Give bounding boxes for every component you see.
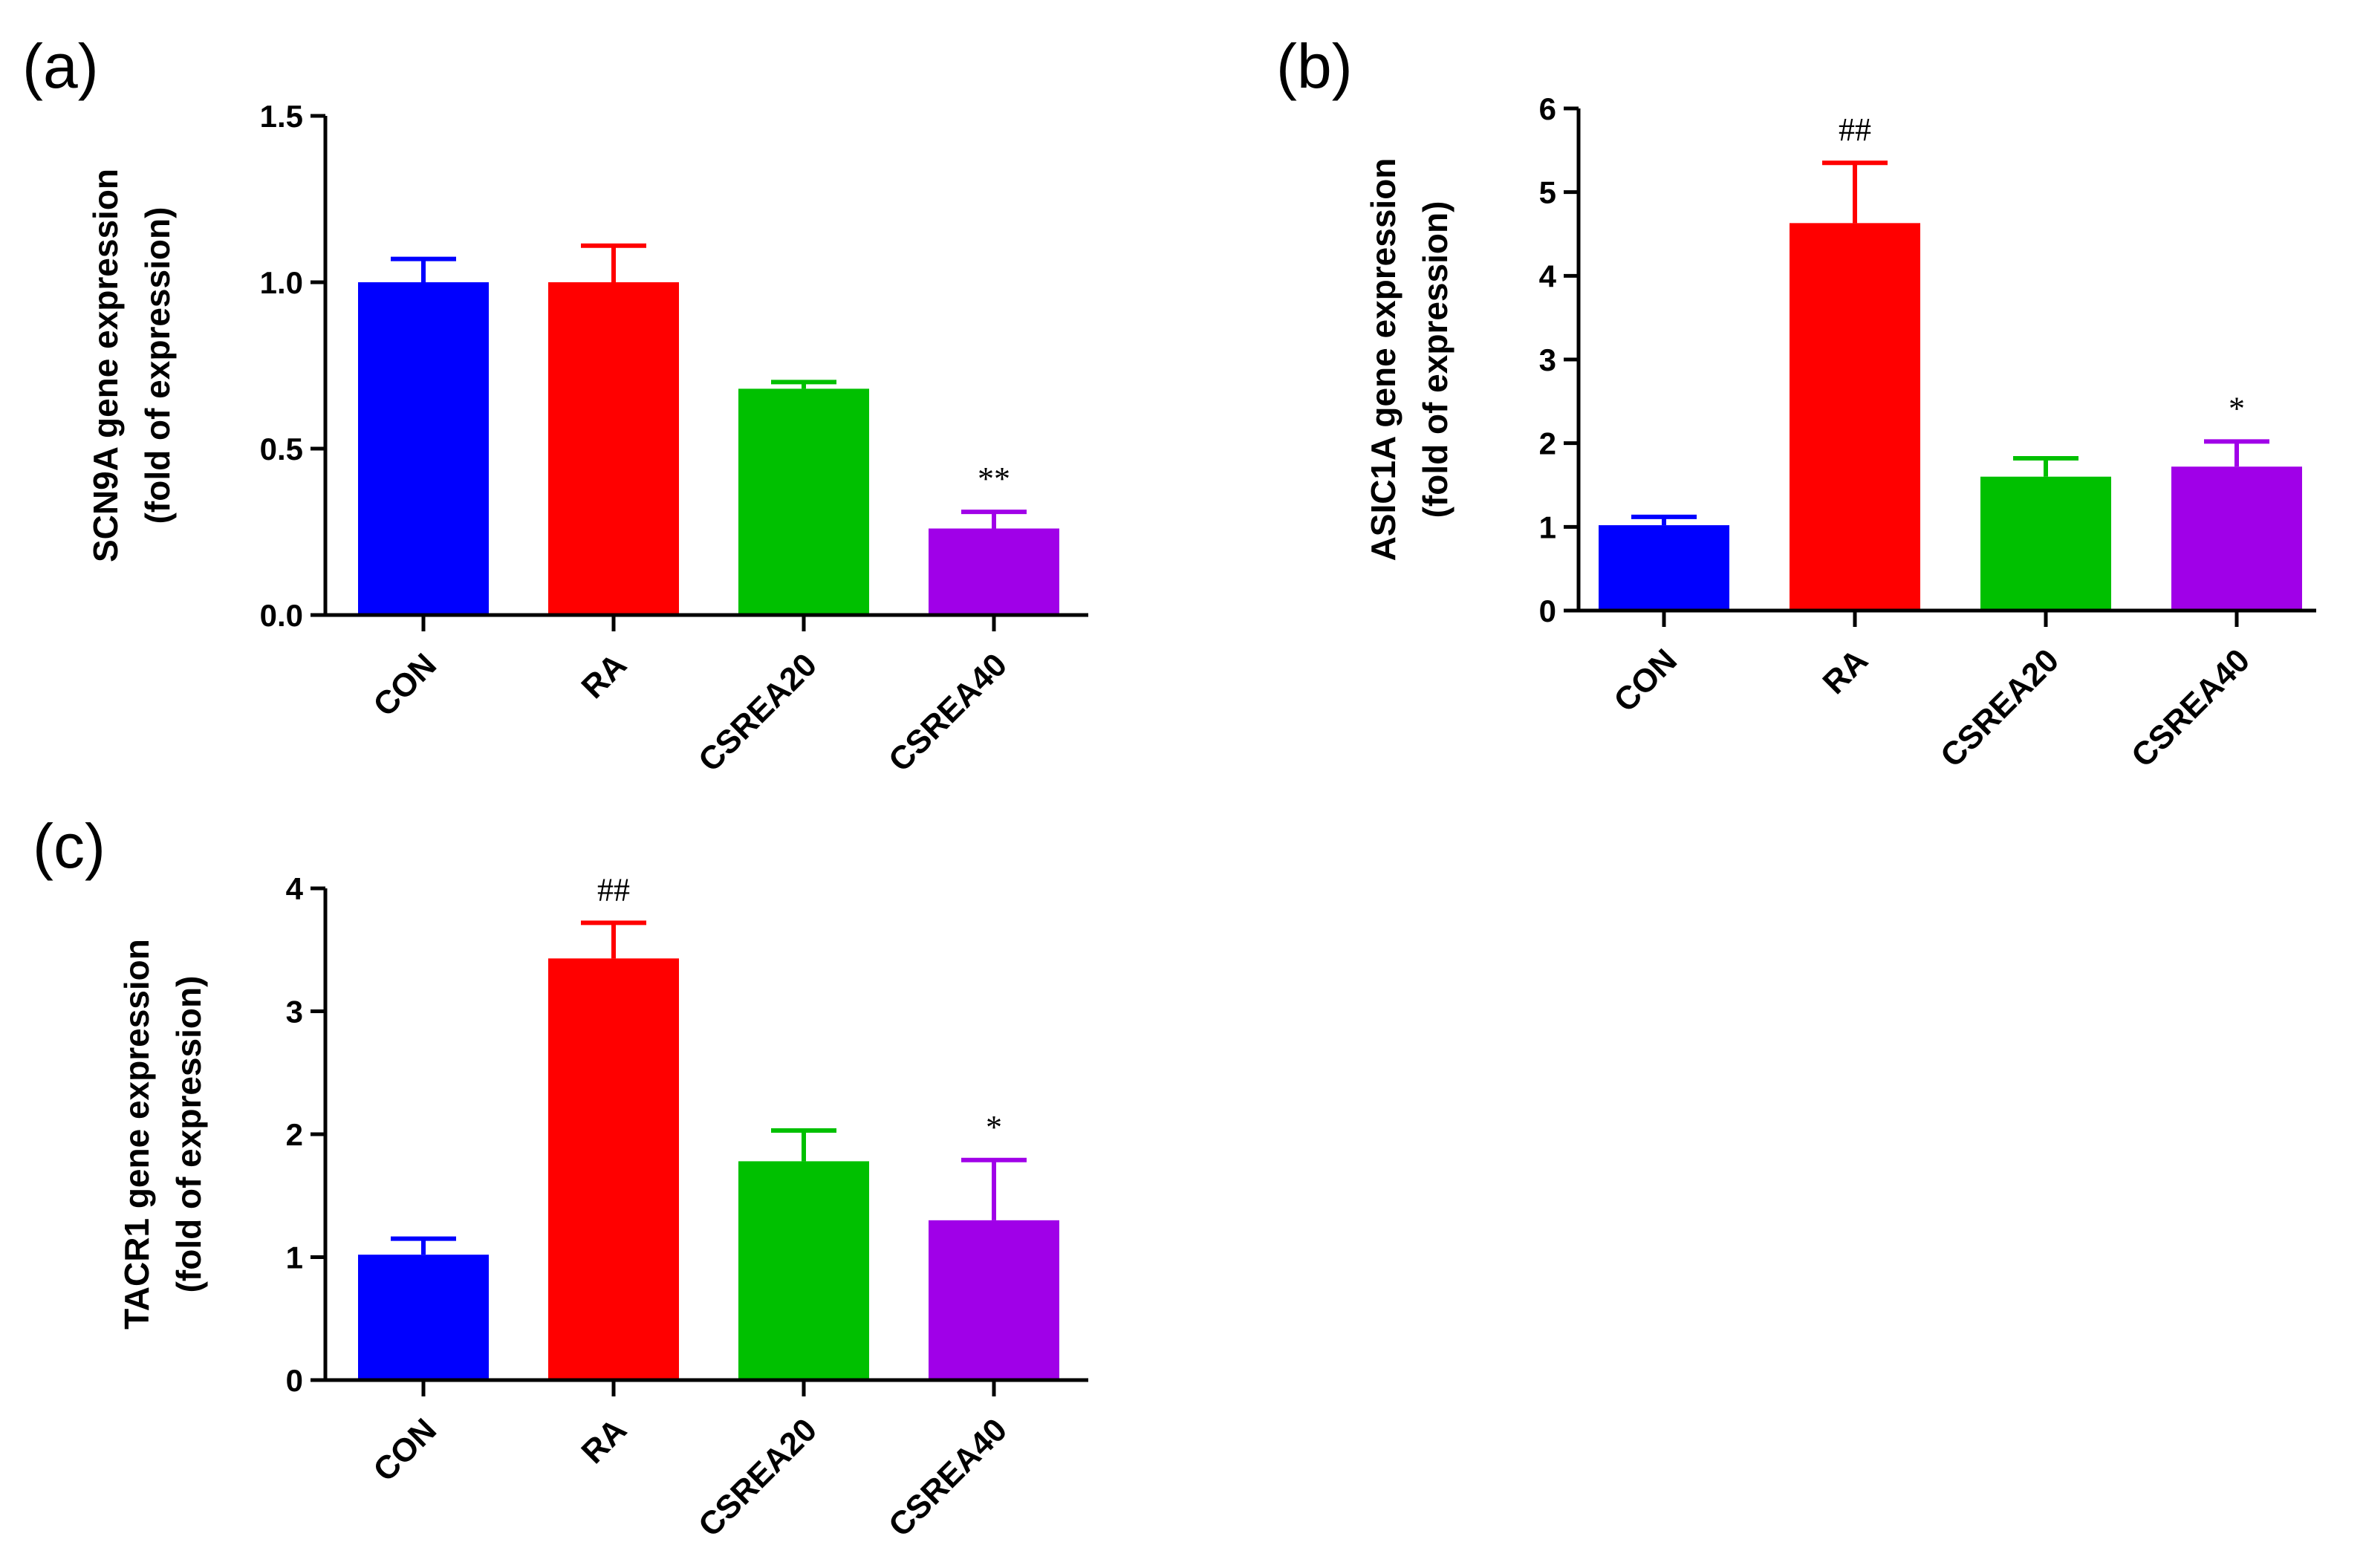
panel-label: (b) xyxy=(1276,31,1353,101)
y-tick-label: 1.0 xyxy=(260,265,303,300)
significance-marker: * xyxy=(2229,390,2245,426)
bar-ra xyxy=(548,958,679,1380)
significance-marker: ** xyxy=(978,461,1010,497)
y-tick-label: 3 xyxy=(1539,342,1556,377)
chart-panel-2: (b) ASIC1A gene expression (fold of expres… xyxy=(1276,31,2316,775)
bar-csrea40 xyxy=(929,528,1059,615)
y-tick-label: 1 xyxy=(1539,510,1556,544)
y-tick-label: 4 xyxy=(1539,258,1557,293)
bar-csrea20 xyxy=(738,388,869,615)
bar-con xyxy=(358,1255,489,1380)
y-axis-label: ASIC1A gene expression xyxy=(1364,158,1402,562)
bar-con xyxy=(358,282,489,615)
x-tick-label: RA xyxy=(574,1411,634,1471)
x-tick-label: CSREA40 xyxy=(882,1411,1014,1543)
x-tick-label: RA xyxy=(574,646,634,706)
bar-ra xyxy=(548,282,679,615)
y-tick-label: 3 xyxy=(286,995,303,1029)
x-tick-label: CON xyxy=(366,1411,443,1489)
x-tick-label: CSREA20 xyxy=(1934,642,2066,774)
y-axis-label: TACR1 gene expression xyxy=(117,939,156,1330)
x-tick-label: CSREA20 xyxy=(692,1411,824,1543)
bar-csrea40 xyxy=(929,1220,1059,1380)
y-axis-label-unit: (fold of expression) xyxy=(138,207,177,524)
bar-con xyxy=(1599,525,1729,611)
y-tick-label: 0.0 xyxy=(260,598,303,633)
y-tick-label: 2 xyxy=(1539,426,1556,461)
bar-ra xyxy=(1790,223,1920,611)
y-tick-label: 1.5 xyxy=(260,99,303,134)
x-tick-label: RA xyxy=(1816,642,1875,701)
panel-label: (a) xyxy=(22,31,99,101)
x-tick-label: CSREA40 xyxy=(882,646,1014,778)
y-tick-label: 0 xyxy=(286,1363,303,1398)
significance-marker: * xyxy=(986,1109,1002,1145)
x-tick-label: CSREA40 xyxy=(2125,642,2257,774)
bar-csrea40 xyxy=(2171,466,2302,611)
x-tick-label: CON xyxy=(366,646,443,723)
significance-marker: ## xyxy=(597,871,630,908)
chart-panel-1: (a) SCN9A gene expression (fold of express… xyxy=(22,31,1088,779)
x-tick-label: CON xyxy=(1607,642,1684,719)
y-tick-label: 6 xyxy=(1539,91,1556,126)
y-tick-label: 5 xyxy=(1539,175,1556,210)
y-tick-label: 0 xyxy=(1539,593,1556,628)
y-axis-label-unit: (fold of expression) xyxy=(169,976,208,1293)
y-tick-label: 0.5 xyxy=(260,432,303,466)
chart-panel-3: (c) TACR1 gene expression (fold of express… xyxy=(33,811,1088,1544)
x-tick-label: CSREA20 xyxy=(692,646,824,778)
y-tick-label: 1 xyxy=(286,1240,303,1275)
bar-csrea20 xyxy=(738,1161,869,1380)
bar-csrea20 xyxy=(1980,476,2111,611)
panel-label: (c) xyxy=(33,811,105,881)
significance-marker: ## xyxy=(1839,111,1871,148)
y-axis-label: SCN9A gene expression xyxy=(86,169,125,562)
y-tick-label: 2 xyxy=(286,1117,303,1152)
y-tick-label: 4 xyxy=(286,871,304,906)
y-axis-label-unit: (fold of expression) xyxy=(1416,201,1454,518)
